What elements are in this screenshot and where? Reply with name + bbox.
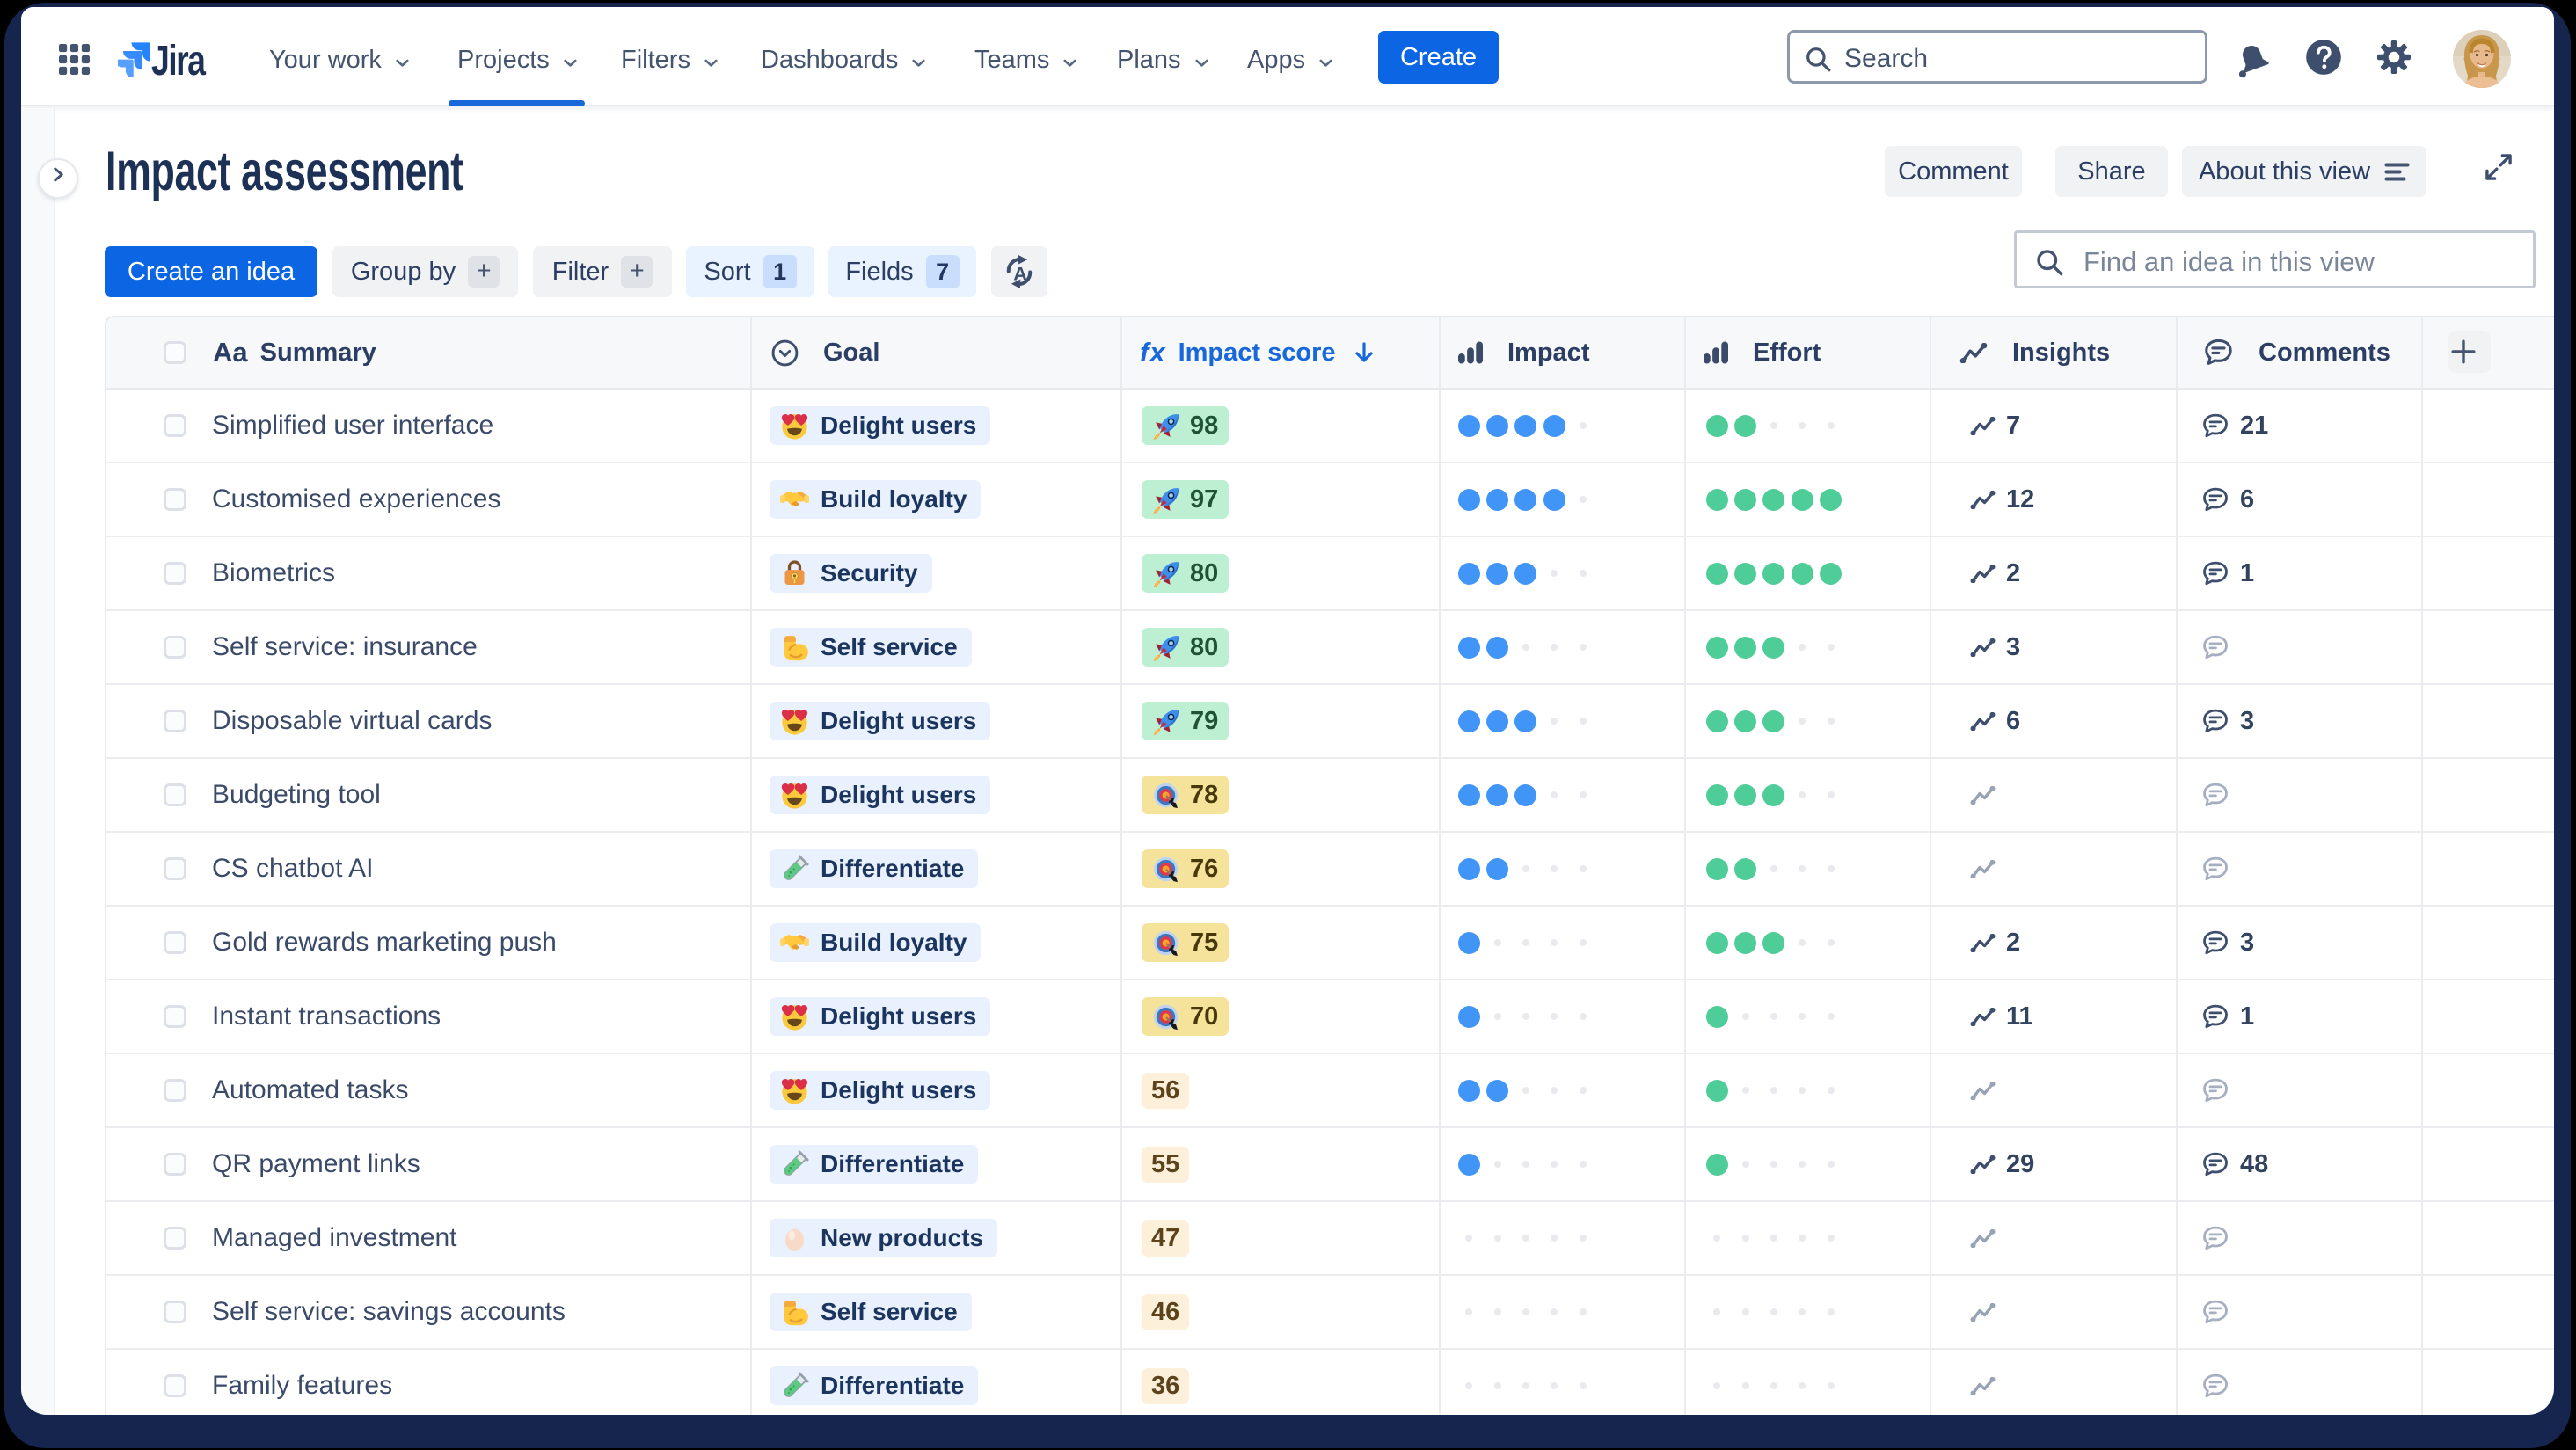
svg-text:A: A <box>1013 262 1027 284</box>
